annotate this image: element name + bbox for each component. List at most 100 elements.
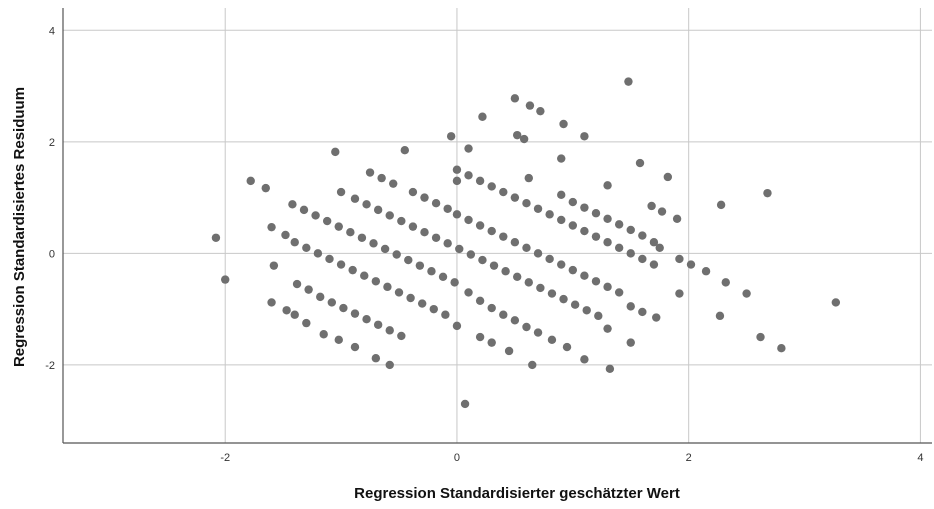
data-point: [452, 165, 462, 174]
data-point: [261, 183, 270, 193]
y-axis-title: Regression Standardisiertes Residuum: [11, 87, 28, 367]
data-point: [373, 205, 383, 215]
x-tick-label: 4: [917, 452, 923, 464]
data-point: [489, 261, 499, 270]
data-point: [663, 172, 673, 182]
x-tick-label: 2: [686, 452, 692, 464]
data-point: [675, 289, 684, 298]
data-point: [267, 222, 276, 232]
data-point: [510, 193, 520, 202]
data-point: [373, 320, 383, 329]
data-point: [591, 277, 601, 286]
data-point: [316, 292, 325, 302]
data-point: [281, 230, 290, 240]
data-point: [701, 267, 711, 276]
data-point: [528, 360, 537, 370]
data-point: [221, 275, 230, 284]
data-point: [605, 364, 615, 374]
data-point: [626, 338, 635, 347]
data-point: [404, 255, 413, 265]
data-point: [478, 112, 487, 121]
data-point: [557, 215, 566, 225]
data-point: [464, 144, 473, 153]
data-point: [443, 239, 452, 248]
x-axis-title: Regression Standardisierter geschätzter …: [354, 485, 680, 502]
data-point: [536, 283, 545, 293]
data-point: [519, 134, 529, 144]
data-point: [302, 318, 311, 328]
data-point: [536, 106, 545, 116]
data-point: [510, 316, 520, 325]
data-point: [350, 342, 360, 352]
data-point: [524, 173, 533, 183]
data-point: [397, 216, 406, 226]
y-tick-label: -2: [45, 360, 55, 372]
data-point: [649, 260, 659, 269]
data-point: [756, 332, 765, 342]
data-point: [455, 244, 464, 254]
data-point: [365, 168, 375, 177]
data-point: [385, 211, 394, 220]
data-point: [389, 179, 398, 188]
data-point: [269, 261, 279, 270]
data-point: [652, 313, 661, 322]
data-point: [362, 200, 371, 209]
x-tick-label: 0: [454, 452, 460, 464]
data-point: [377, 173, 386, 183]
data-point: [397, 331, 406, 341]
data-point: [385, 360, 394, 370]
data-point: [603, 282, 612, 292]
data-point: [371, 354, 381, 363]
data-point: [394, 288, 404, 297]
data-point: [512, 272, 522, 282]
data-point: [547, 289, 557, 298]
data-point: [716, 200, 726, 210]
data-point: [635, 158, 645, 168]
data-point: [525, 101, 535, 110]
data-point: [545, 254, 554, 264]
data-point: [406, 293, 415, 303]
data-point: [499, 232, 508, 241]
data-point: [638, 307, 647, 317]
data-point: [649, 238, 659, 247]
data-point: [655, 243, 664, 253]
data-point: [512, 130, 522, 140]
data-point: [313, 249, 323, 258]
data-point: [452, 321, 462, 331]
data-point: [288, 200, 297, 209]
data-point: [246, 176, 255, 186]
data-point: [614, 288, 624, 297]
data-point: [464, 288, 473, 297]
data-point: [626, 302, 635, 311]
data-point: [331, 147, 340, 157]
data-point: [499, 310, 508, 319]
data-point: [415, 261, 425, 270]
data-point: [475, 176, 485, 186]
data-point: [408, 222, 418, 231]
data-point: [568, 265, 578, 275]
data-point: [675, 254, 684, 264]
data-point: [336, 260, 346, 269]
data-point: [327, 298, 337, 307]
data-point: [431, 198, 441, 208]
grid-lines: [63, 8, 932, 443]
data-point: [475, 221, 485, 230]
data-point: [562, 342, 572, 352]
data-point: [336, 187, 346, 197]
data-point: [557, 260, 566, 269]
data-point: [420, 227, 429, 237]
data-point: [603, 324, 612, 333]
data-point: [460, 399, 470, 409]
axes: [62, 8, 932, 444]
data-point: [580, 132, 589, 141]
data-point: [383, 282, 392, 292]
data-point: [557, 154, 566, 163]
data-point: [464, 215, 473, 225]
data-points: [211, 77, 841, 409]
data-point: [533, 204, 543, 213]
data-point: [385, 326, 394, 335]
y-tick-label: 4: [49, 25, 55, 37]
data-point: [672, 214, 682, 224]
data-point: [282, 306, 291, 315]
data-point: [559, 294, 568, 304]
